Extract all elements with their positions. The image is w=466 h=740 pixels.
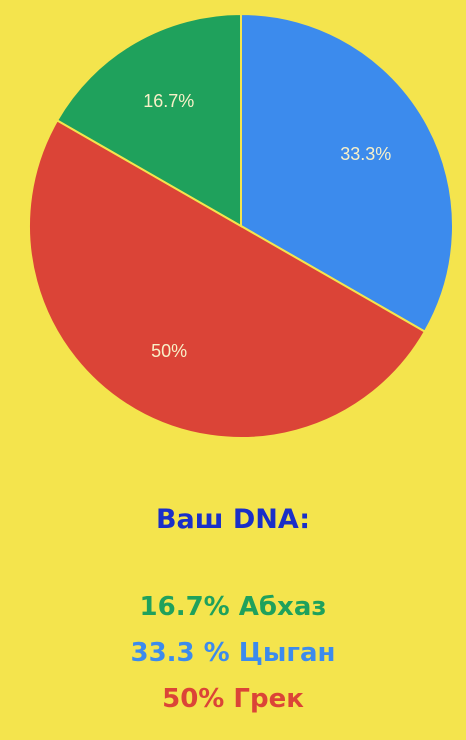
pie-chart: 33.3% 50% 16.7%	[28, 12, 454, 439]
result-heading: Ваш DNA:	[155, 504, 311, 535]
pie-slice-label-0: 33.3%	[340, 144, 391, 164]
result-line-gypsy: 33.3 % Цыган	[130, 638, 336, 668]
result-line-greek: 50% Грек	[162, 684, 304, 714]
result-line-abkhaz: 16.7% Абхаз	[139, 592, 327, 622]
pie-slices	[28, 12, 454, 439]
pie-slice-label-1: 50%	[151, 341, 187, 361]
pie-slice-2	[55, 12, 242, 228]
result-list: 16.7% Абхаз 33.3 % Цыган 50% Грек	[0, 584, 466, 722]
pie-slice-label-2: 16.7%	[143, 91, 194, 111]
pie-labels: 33.3% 50% 16.7%	[143, 91, 391, 361]
pie-slice-0	[240, 12, 454, 333]
pie-slice-1	[28, 119, 427, 439]
